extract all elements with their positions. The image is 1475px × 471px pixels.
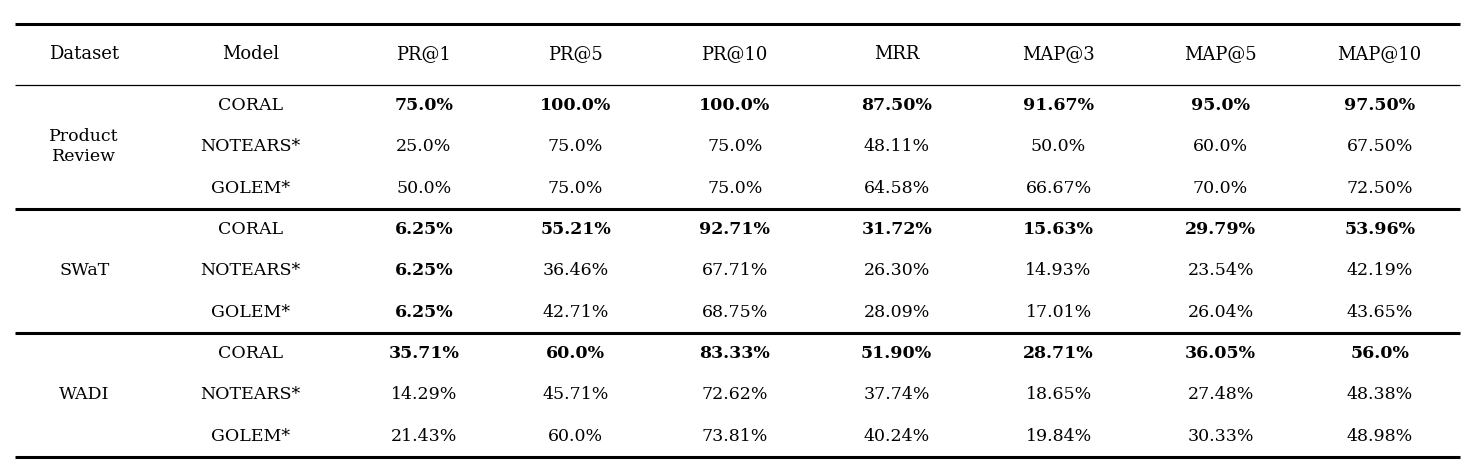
Text: 92.71%: 92.71% (699, 221, 770, 238)
Text: 60.0%: 60.0% (546, 345, 605, 362)
Text: 48.98%: 48.98% (1347, 428, 1413, 445)
Text: 66.67%: 66.67% (1025, 179, 1092, 196)
Text: GOLEM*: GOLEM* (211, 304, 291, 321)
Text: 37.74%: 37.74% (863, 386, 929, 403)
Text: 28.09%: 28.09% (863, 304, 929, 321)
Text: 87.50%: 87.50% (861, 97, 932, 114)
Text: 17.01%: 17.01% (1025, 304, 1092, 321)
Text: NOTEARS*: NOTEARS* (201, 386, 301, 403)
Text: 75.0%: 75.0% (707, 179, 763, 196)
Text: 95.0%: 95.0% (1192, 97, 1251, 114)
Text: 14.29%: 14.29% (391, 386, 457, 403)
Text: 18.65%: 18.65% (1025, 386, 1092, 403)
Text: 25.0%: 25.0% (397, 138, 451, 155)
Text: 72.50%: 72.50% (1347, 179, 1413, 196)
Text: 48.38%: 48.38% (1347, 386, 1413, 403)
Text: 75.0%: 75.0% (707, 138, 763, 155)
Text: GOLEM*: GOLEM* (211, 179, 291, 196)
Text: 29.79%: 29.79% (1184, 221, 1257, 238)
Text: PR@5: PR@5 (549, 45, 603, 63)
Text: 42.71%: 42.71% (543, 304, 609, 321)
Text: 51.90%: 51.90% (861, 345, 932, 362)
Text: 60.0%: 60.0% (549, 428, 603, 445)
Text: 6.25%: 6.25% (394, 221, 453, 238)
Text: 97.50%: 97.50% (1344, 97, 1416, 114)
Text: 45.71%: 45.71% (543, 386, 609, 403)
Text: 83.33%: 83.33% (699, 345, 770, 362)
Text: 42.19%: 42.19% (1347, 262, 1413, 279)
Text: 100.0%: 100.0% (699, 97, 770, 114)
Text: 56.0%: 56.0% (1350, 345, 1409, 362)
Text: CORAL: CORAL (218, 221, 283, 238)
Text: PR@10: PR@10 (702, 45, 768, 63)
Text: 19.84%: 19.84% (1025, 428, 1092, 445)
Text: 70.0%: 70.0% (1193, 179, 1248, 196)
Text: Dataset: Dataset (49, 45, 119, 63)
Text: 75.0%: 75.0% (394, 97, 453, 114)
Text: 36.05%: 36.05% (1184, 345, 1257, 362)
Text: 50.0%: 50.0% (1031, 138, 1086, 155)
Text: 50.0%: 50.0% (397, 179, 451, 196)
Text: 23.54%: 23.54% (1187, 262, 1254, 279)
Text: PR@1: PR@1 (397, 45, 451, 63)
Text: 91.67%: 91.67% (1024, 97, 1094, 114)
Text: 67.50%: 67.50% (1347, 138, 1413, 155)
Text: Model: Model (223, 45, 279, 63)
Text: 68.75%: 68.75% (702, 304, 768, 321)
Text: WADI: WADI (59, 386, 109, 403)
Text: MRR: MRR (875, 45, 919, 63)
Text: 73.81%: 73.81% (702, 428, 768, 445)
Text: 48.11%: 48.11% (863, 138, 929, 155)
Text: 6.25%: 6.25% (394, 304, 453, 321)
Text: 6.25%: 6.25% (394, 262, 453, 279)
Text: 75.0%: 75.0% (547, 138, 603, 155)
Text: 31.72%: 31.72% (861, 221, 932, 238)
Text: 67.71%: 67.71% (702, 262, 768, 279)
Text: MAP@3: MAP@3 (1022, 45, 1094, 63)
Text: 100.0%: 100.0% (540, 97, 611, 114)
Text: 36.46%: 36.46% (543, 262, 609, 279)
Text: 35.71%: 35.71% (388, 345, 459, 362)
Text: 28.71%: 28.71% (1024, 345, 1094, 362)
Text: MAP@10: MAP@10 (1338, 45, 1422, 63)
Text: Product
Review: Product Review (49, 129, 119, 165)
Text: 53.96%: 53.96% (1344, 221, 1415, 238)
Text: 43.65%: 43.65% (1347, 304, 1413, 321)
Text: 72.62%: 72.62% (702, 386, 768, 403)
Text: 30.33%: 30.33% (1187, 428, 1254, 445)
Text: CORAL: CORAL (218, 97, 283, 114)
Text: 26.30%: 26.30% (863, 262, 929, 279)
Text: 55.21%: 55.21% (540, 221, 611, 238)
Text: 75.0%: 75.0% (547, 179, 603, 196)
Text: 64.58%: 64.58% (863, 179, 929, 196)
Text: GOLEM*: GOLEM* (211, 428, 291, 445)
Text: 60.0%: 60.0% (1193, 138, 1248, 155)
Text: SWaT: SWaT (59, 262, 109, 279)
Text: 21.43%: 21.43% (391, 428, 457, 445)
Text: 27.48%: 27.48% (1187, 386, 1254, 403)
Text: 14.93%: 14.93% (1025, 262, 1092, 279)
Text: NOTEARS*: NOTEARS* (201, 262, 301, 279)
Text: 40.24%: 40.24% (863, 428, 929, 445)
Text: 15.63%: 15.63% (1024, 221, 1094, 238)
Text: NOTEARS*: NOTEARS* (201, 138, 301, 155)
Text: MAP@5: MAP@5 (1184, 45, 1257, 63)
Text: CORAL: CORAL (218, 345, 283, 362)
Text: 26.04%: 26.04% (1187, 304, 1254, 321)
